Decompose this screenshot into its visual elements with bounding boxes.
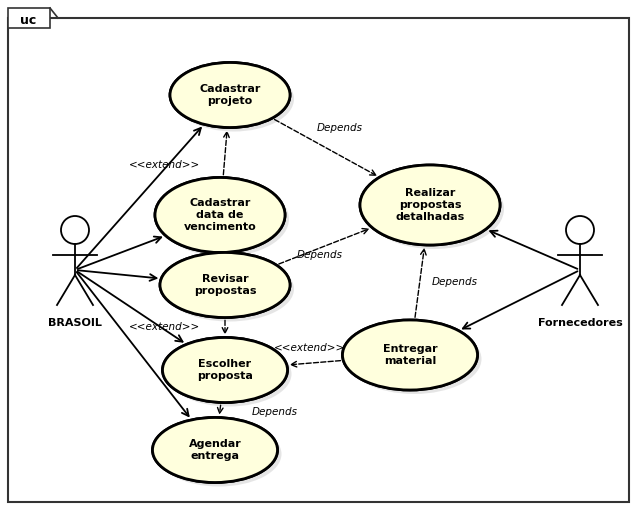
Text: <<extend>>: <<extend>> xyxy=(129,160,201,170)
Ellipse shape xyxy=(342,320,478,390)
Text: Escolher
proposta: Escolher proposta xyxy=(197,359,253,381)
Text: <<extend>>: <<extend>> xyxy=(129,322,201,332)
Ellipse shape xyxy=(170,62,290,127)
Ellipse shape xyxy=(153,417,278,482)
Ellipse shape xyxy=(156,421,281,486)
Ellipse shape xyxy=(164,257,294,322)
Ellipse shape xyxy=(167,342,292,407)
Ellipse shape xyxy=(360,165,500,245)
Ellipse shape xyxy=(163,337,288,402)
Text: uc: uc xyxy=(20,13,36,27)
Text: BRASOIL: BRASOIL xyxy=(48,318,102,328)
Ellipse shape xyxy=(159,181,289,257)
Text: Entregar
material: Entregar material xyxy=(383,344,437,366)
Circle shape xyxy=(61,216,89,244)
Text: Depends: Depends xyxy=(252,407,298,417)
Ellipse shape xyxy=(364,169,504,249)
Ellipse shape xyxy=(360,165,500,245)
Text: Cadastrar
projeto: Cadastrar projeto xyxy=(199,84,261,106)
Text: Cadastrar
data de
vencimento: Cadastrar data de vencimento xyxy=(183,198,256,232)
Ellipse shape xyxy=(163,337,288,402)
Ellipse shape xyxy=(347,324,481,394)
Ellipse shape xyxy=(160,252,290,317)
Text: Depends: Depends xyxy=(432,277,478,287)
Ellipse shape xyxy=(170,62,290,127)
Text: Depends: Depends xyxy=(317,123,363,133)
Ellipse shape xyxy=(155,178,285,252)
Ellipse shape xyxy=(342,320,478,390)
Text: Agendar
entrega: Agendar entrega xyxy=(188,439,242,461)
Text: Fornecedores: Fornecedores xyxy=(538,318,622,328)
Text: <<extend>>: <<extend>> xyxy=(274,343,345,353)
Text: Depends: Depends xyxy=(297,250,343,260)
Ellipse shape xyxy=(160,252,290,317)
FancyBboxPatch shape xyxy=(8,8,50,28)
Text: Revisar
propostas: Revisar propostas xyxy=(194,274,256,296)
Ellipse shape xyxy=(155,178,285,252)
Ellipse shape xyxy=(174,67,294,132)
Circle shape xyxy=(566,216,594,244)
Text: Realizar
propostas
detalhadas: Realizar propostas detalhadas xyxy=(395,187,465,222)
Ellipse shape xyxy=(153,417,278,482)
